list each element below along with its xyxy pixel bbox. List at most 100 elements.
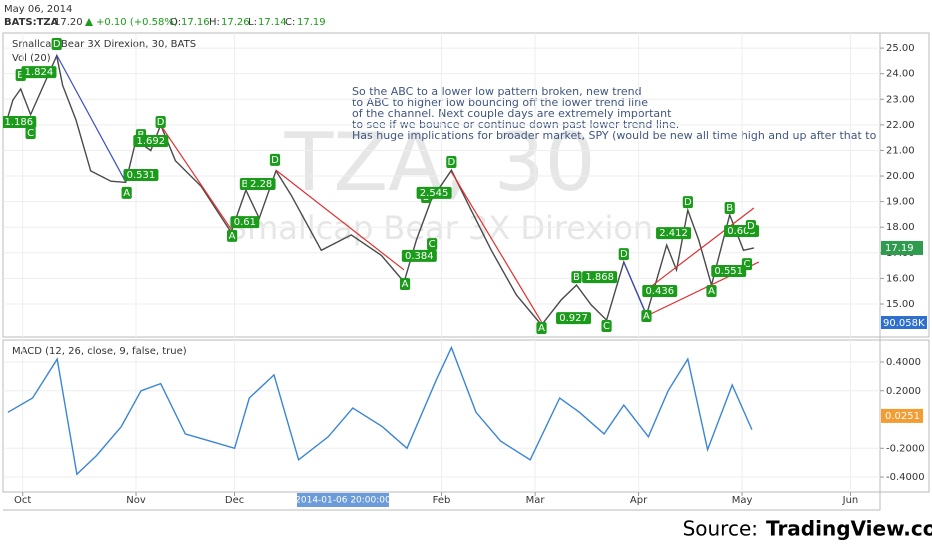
pattern-label: 2.28 xyxy=(250,179,272,190)
series-line xyxy=(4,53,755,327)
x-tick-label: Dec xyxy=(225,495,244,506)
up-arrow xyxy=(85,18,93,26)
pattern-label-box xyxy=(3,116,37,129)
pattern-label-box xyxy=(656,227,692,240)
pattern-label-box xyxy=(745,219,757,232)
y-tick-label: 24.00 xyxy=(886,69,915,80)
y-tick-label: 0.2000 xyxy=(886,386,921,397)
pattern-label: 1.186 xyxy=(4,117,33,128)
pattern-label: C xyxy=(27,128,34,139)
pattern-label: D xyxy=(684,197,692,208)
trend-line xyxy=(450,171,543,323)
pattern-label-box xyxy=(427,238,438,251)
last-value-box xyxy=(881,408,923,423)
pattern-label: C xyxy=(429,239,436,250)
macd-panel xyxy=(2,339,930,493)
ohlc-value: 17.14 xyxy=(258,17,287,28)
pattern-label: B xyxy=(573,272,580,283)
macd-title: MACD (12, 26, close, 9, false, true) xyxy=(12,346,187,357)
x-tick-label: Jun xyxy=(842,495,859,506)
y-tick-label: 21.00 xyxy=(886,145,915,156)
pattern-label: 0.605 xyxy=(727,226,756,237)
pattern-label: 0.436 xyxy=(645,286,674,297)
change: +0.10 (+0.58%) xyxy=(96,17,178,28)
pattern-label-box xyxy=(571,271,582,284)
pattern-label-box xyxy=(582,271,618,284)
note-line: of the channel. Next couple days are ext… xyxy=(352,107,672,120)
pattern-label: A xyxy=(402,279,409,290)
pattern-label-box xyxy=(401,249,437,262)
pattern-label-box xyxy=(416,186,452,199)
ohlc-label: C: xyxy=(285,17,295,28)
ohlc-value: 17.19 xyxy=(297,17,326,28)
pattern-label-box xyxy=(706,284,717,297)
pattern-label-box xyxy=(123,169,159,182)
y-tick-label: 18.00 xyxy=(886,222,915,233)
last-price-box xyxy=(881,240,923,255)
pattern-label: 0.551 xyxy=(714,266,743,277)
pattern-label-box xyxy=(133,134,169,147)
y-tick-label: -0.4000 xyxy=(886,472,925,483)
pattern-label-box xyxy=(21,66,57,79)
trend-line xyxy=(646,207,755,291)
pattern-label: D xyxy=(157,117,165,128)
series-line xyxy=(7,345,753,476)
symbol: BATS:TZA xyxy=(4,17,59,28)
pattern-label-box xyxy=(399,278,411,291)
source-prefix: Source: xyxy=(683,517,758,541)
pattern-label-box xyxy=(642,284,678,297)
pattern-label-box xyxy=(601,319,612,332)
plot-area xyxy=(3,340,880,492)
pattern-label-box xyxy=(155,116,166,129)
pattern-label: A xyxy=(643,311,650,322)
last-value: 0.0251 xyxy=(885,411,920,422)
pattern-label-box xyxy=(536,322,547,335)
pattern-label-box xyxy=(246,177,276,190)
y-tick-label: 23.00 xyxy=(886,94,915,105)
pattern-label-box xyxy=(51,38,62,51)
pattern-label: 0.384 xyxy=(405,251,434,262)
x-tick-label: Feb xyxy=(433,495,451,506)
ohlc-value: 17.16 xyxy=(181,17,210,28)
volume-box xyxy=(881,316,927,329)
plot-area: DB1.8241.186CB1.692D0.531AB2.280.61ADB2.… xyxy=(3,33,880,337)
y-tick-label: 22.00 xyxy=(886,120,915,131)
pattern-label-box xyxy=(121,186,132,199)
ohlc-label: O: xyxy=(170,17,181,28)
ohlc-value: 17.26 xyxy=(221,17,250,28)
last: 17.20 xyxy=(54,17,83,28)
note-line: Has huge implications for broader market… xyxy=(352,129,896,142)
pattern-label: A xyxy=(123,188,130,199)
note-line: So the ABC to a lower low pattern broken… xyxy=(352,85,642,98)
pattern-label: 2.545 xyxy=(420,188,449,199)
y-tick-label: 19.00 xyxy=(886,197,915,208)
pattern-label: 1.824 xyxy=(25,67,54,78)
pattern-label: B xyxy=(726,203,733,214)
source-brand: TradingView.com xyxy=(766,517,932,541)
pattern-label-box xyxy=(230,216,260,229)
pattern-label: A xyxy=(538,323,545,334)
y-tick-label: 15.00 xyxy=(886,299,915,310)
pattern-label-box xyxy=(618,248,629,261)
y-tick-label: 16.00 xyxy=(886,273,915,284)
pattern-label-box xyxy=(556,312,592,325)
pattern-label: 0.61 xyxy=(234,217,256,228)
date: May 06, 2014 xyxy=(4,4,72,15)
x-tick-label: May xyxy=(732,495,753,506)
cursor-box xyxy=(296,493,389,507)
pattern-label: B xyxy=(17,70,24,81)
pattern-label-box xyxy=(227,229,238,242)
pattern-label: A xyxy=(708,286,715,297)
pattern-label: 1.692 xyxy=(136,136,165,147)
x-tick-label: Oct xyxy=(14,495,31,506)
pattern-label: C xyxy=(743,259,750,270)
watermark-name: Smallcap Bear 3X Direxion xyxy=(227,209,653,247)
pattern-label: D xyxy=(53,39,61,50)
pattern-label-box xyxy=(641,310,652,323)
pattern-label: 0.531 xyxy=(127,170,156,181)
pattern-label: D xyxy=(271,155,279,166)
pattern-label: 1.868 xyxy=(585,272,614,283)
trend-line xyxy=(160,124,234,233)
